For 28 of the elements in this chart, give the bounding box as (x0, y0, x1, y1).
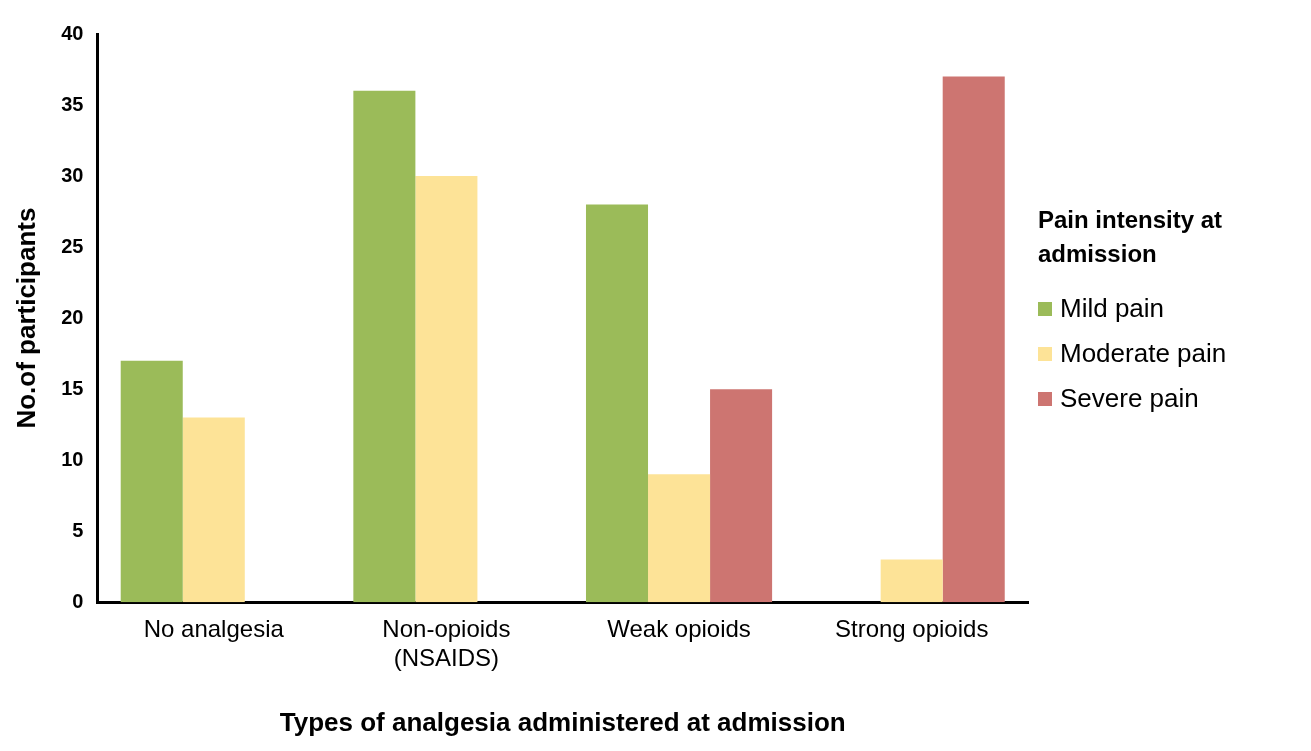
y-axis-title: No.of participants (10, 207, 41, 429)
x-tick-label: Non-opioids (NSAIDS) (382, 615, 511, 672)
legend-label: Severe pain (1060, 383, 1199, 414)
y-tick-label: 10 (61, 447, 84, 470)
legend-label: Mild pain (1060, 293, 1165, 324)
bar (353, 90, 416, 603)
bar (585, 204, 649, 603)
bar (880, 559, 943, 603)
y-tick-label: 25 (61, 234, 84, 257)
bar (415, 176, 478, 603)
x-tick-label: No analgesia (143, 615, 285, 643)
bar (120, 360, 183, 603)
x-axis-title: Types of analgesia administered at admission (279, 706, 846, 737)
bar (648, 474, 711, 603)
y-tick-label: 5 (72, 518, 84, 541)
bar (710, 389, 773, 603)
y-tick-label: 15 (61, 376, 84, 399)
legend-label: Moderate pain (1060, 338, 1227, 369)
x-tick-label: Strong opioids (834, 615, 989, 643)
legend-title: Pain intensity at admission (1038, 205, 1224, 269)
y-tick-label: 0 (72, 589, 84, 612)
bar (182, 417, 245, 603)
bar (942, 76, 1005, 603)
y-tick-label: 20 (61, 305, 84, 328)
x-tick-label: Weak opioids (607, 615, 751, 643)
y-tick-label: 30 (61, 163, 84, 186)
y-tick-label: 35 (61, 92, 84, 115)
y-tick-label: 40 (61, 21, 84, 44)
